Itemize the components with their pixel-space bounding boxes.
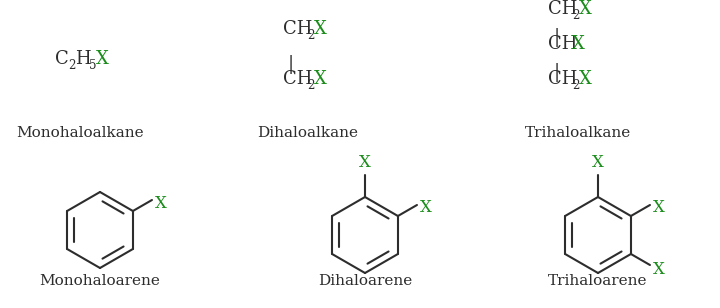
Text: X: X	[572, 35, 585, 53]
Text: 5: 5	[89, 59, 96, 72]
Text: 2: 2	[307, 79, 315, 92]
Text: X: X	[579, 70, 592, 88]
Text: 2: 2	[68, 59, 76, 72]
Text: |: |	[288, 55, 294, 75]
Text: |: |	[554, 28, 560, 47]
Text: X: X	[359, 154, 371, 171]
Text: CH: CH	[548, 70, 577, 88]
Text: Trihaloalkane: Trihaloalkane	[525, 126, 631, 140]
Text: 2: 2	[572, 9, 580, 22]
Text: Dihaloalkane: Dihaloalkane	[258, 126, 359, 140]
Text: 2: 2	[307, 29, 315, 42]
Text: X: X	[314, 70, 327, 88]
Text: X: X	[592, 154, 604, 171]
Text: 2: 2	[572, 79, 580, 92]
Text: |: |	[554, 63, 560, 82]
Text: X: X	[579, 0, 592, 18]
Text: CH: CH	[283, 20, 312, 38]
Text: CH: CH	[283, 70, 312, 88]
Text: Monohaloarene: Monohaloarene	[40, 274, 161, 288]
Text: CH: CH	[548, 0, 577, 18]
Text: CH: CH	[548, 35, 577, 53]
Text: X: X	[96, 50, 109, 68]
Text: H: H	[75, 50, 91, 68]
Text: X: X	[420, 198, 432, 216]
Text: Trihaloarene: Trihaloarene	[548, 274, 648, 288]
Text: X: X	[653, 198, 665, 216]
Text: C: C	[55, 50, 68, 68]
Text: X: X	[155, 194, 167, 212]
Text: X: X	[314, 20, 327, 38]
Text: Dihaloarene: Dihaloarene	[318, 274, 412, 288]
Text: Monohaloalkane: Monohaloalkane	[16, 126, 144, 140]
Text: X: X	[653, 261, 665, 278]
